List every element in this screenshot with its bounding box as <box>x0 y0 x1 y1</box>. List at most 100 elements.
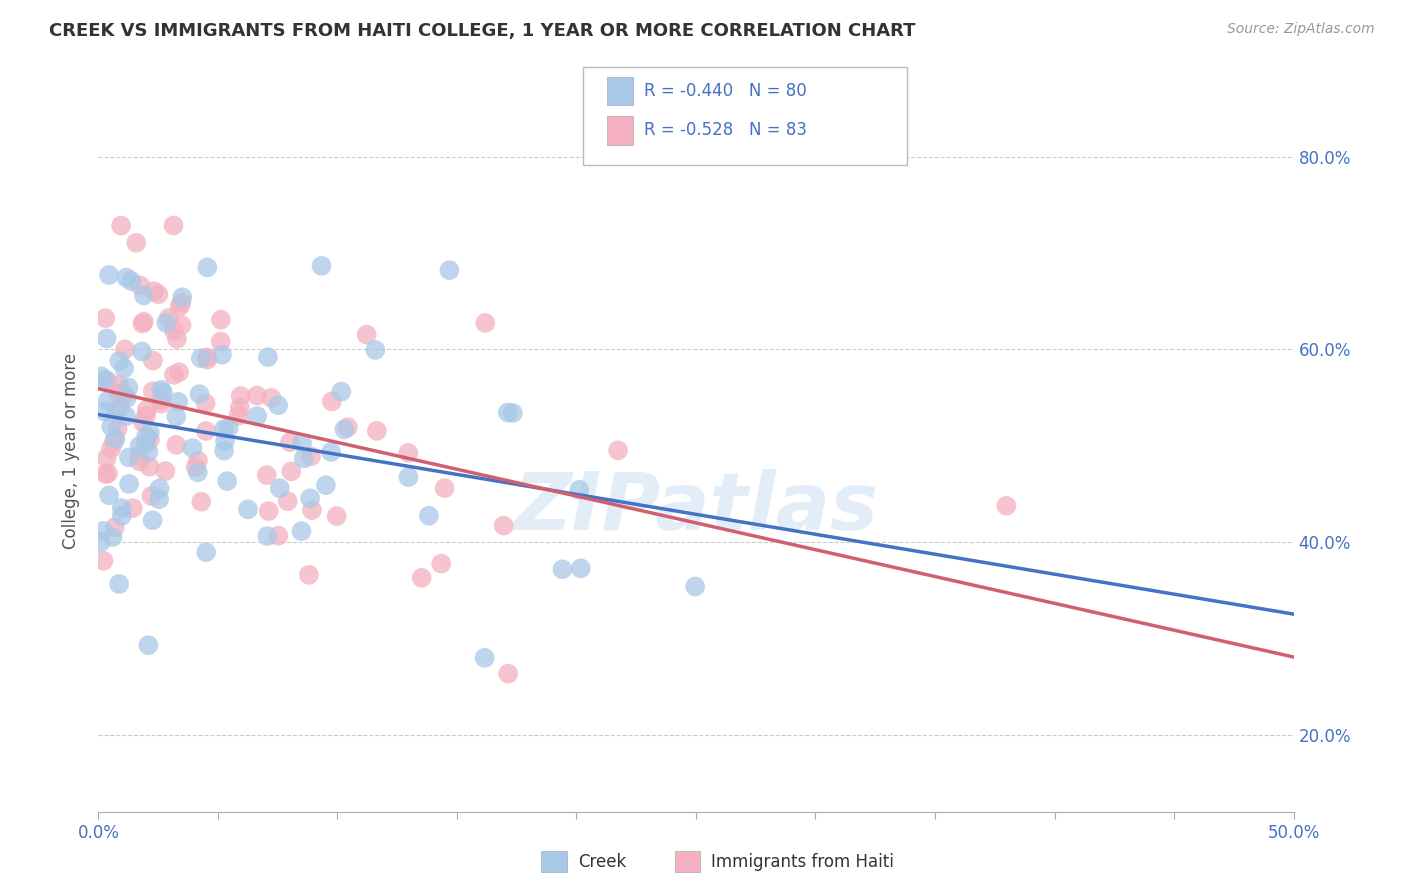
Point <box>170 296 193 310</box>
Point <box>108 353 131 368</box>
Point <box>325 509 347 524</box>
Text: Immigrants from Haiti: Immigrants from Haiti <box>711 853 894 871</box>
Point <box>117 380 139 394</box>
Point <box>148 481 170 495</box>
Point <box>129 278 152 293</box>
Point <box>142 353 165 368</box>
Point <box>187 454 209 468</box>
Point <box>336 420 359 434</box>
Point <box>107 386 129 401</box>
Point <box>187 466 209 480</box>
Point <box>190 351 212 366</box>
Point <box>217 474 239 488</box>
Point <box>96 451 118 466</box>
Point <box>128 439 150 453</box>
Point <box>195 351 218 365</box>
Point <box>292 451 315 466</box>
Point <box>214 434 236 448</box>
Point <box>112 361 135 376</box>
Point <box>138 445 160 459</box>
Point <box>163 368 186 382</box>
Point <box>139 425 162 440</box>
Point <box>492 518 515 533</box>
Point <box>496 666 519 681</box>
Point <box>104 520 127 534</box>
Point <box>118 476 141 491</box>
Point <box>94 311 117 326</box>
Point <box>209 312 232 326</box>
Point <box>152 385 174 400</box>
Point <box>149 392 172 407</box>
Text: CREEK VS IMMIGRANTS FROM HAITI COLLEGE, 1 YEAR OR MORE CORRELATION CHART: CREEK VS IMMIGRANTS FROM HAITI COLLEGE, … <box>49 22 915 40</box>
Point <box>110 219 132 233</box>
Point <box>114 343 136 357</box>
Point <box>364 343 387 357</box>
Point <box>131 317 153 331</box>
Point <box>683 579 706 593</box>
Point <box>256 529 278 543</box>
Point <box>135 436 157 450</box>
Point <box>411 571 433 585</box>
Point <box>396 446 419 460</box>
Point <box>267 529 290 543</box>
Point <box>211 348 233 362</box>
Point <box>194 396 217 410</box>
Point <box>148 287 170 301</box>
Point <box>101 530 124 544</box>
Point <box>366 424 388 438</box>
Point <box>141 489 163 503</box>
Point <box>121 501 143 516</box>
Point <box>299 450 322 464</box>
Point <box>269 481 291 495</box>
Point <box>181 441 204 455</box>
Point <box>236 502 259 516</box>
Point <box>142 513 165 527</box>
Point <box>93 554 115 568</box>
Point <box>125 235 148 250</box>
Point <box>246 388 269 402</box>
Point <box>166 332 188 346</box>
Point <box>299 491 322 506</box>
Point <box>157 310 180 325</box>
Point <box>96 331 118 345</box>
Point <box>165 438 187 452</box>
Point <box>551 562 574 576</box>
Point <box>194 424 217 438</box>
Point <box>256 468 278 483</box>
Point <box>108 401 131 415</box>
Point <box>995 499 1018 513</box>
Point <box>131 344 153 359</box>
Point <box>115 391 138 405</box>
Point <box>257 504 280 518</box>
Point <box>212 443 235 458</box>
Point <box>98 488 121 502</box>
Point <box>315 478 337 492</box>
Point <box>496 405 519 419</box>
Point <box>172 290 194 304</box>
Point <box>94 373 117 387</box>
Point <box>321 394 343 409</box>
Point <box>195 260 218 275</box>
Point <box>115 270 138 285</box>
Point <box>167 365 190 379</box>
Point <box>155 316 177 330</box>
Point <box>569 561 592 575</box>
Point <box>311 259 333 273</box>
Point <box>112 387 135 401</box>
Point <box>111 508 134 523</box>
Point <box>229 401 252 415</box>
Point <box>218 420 240 434</box>
Point <box>333 422 356 436</box>
Point <box>96 374 118 388</box>
Point <box>162 219 184 233</box>
Point <box>138 638 160 652</box>
Point <box>135 403 157 417</box>
Point <box>246 409 269 423</box>
Point <box>474 316 496 330</box>
Point <box>228 409 250 423</box>
Y-axis label: College, 1 year or more: College, 1 year or more <box>62 352 80 549</box>
Point <box>135 429 157 443</box>
Point <box>267 398 290 412</box>
Point <box>291 436 314 450</box>
Point <box>91 524 114 538</box>
